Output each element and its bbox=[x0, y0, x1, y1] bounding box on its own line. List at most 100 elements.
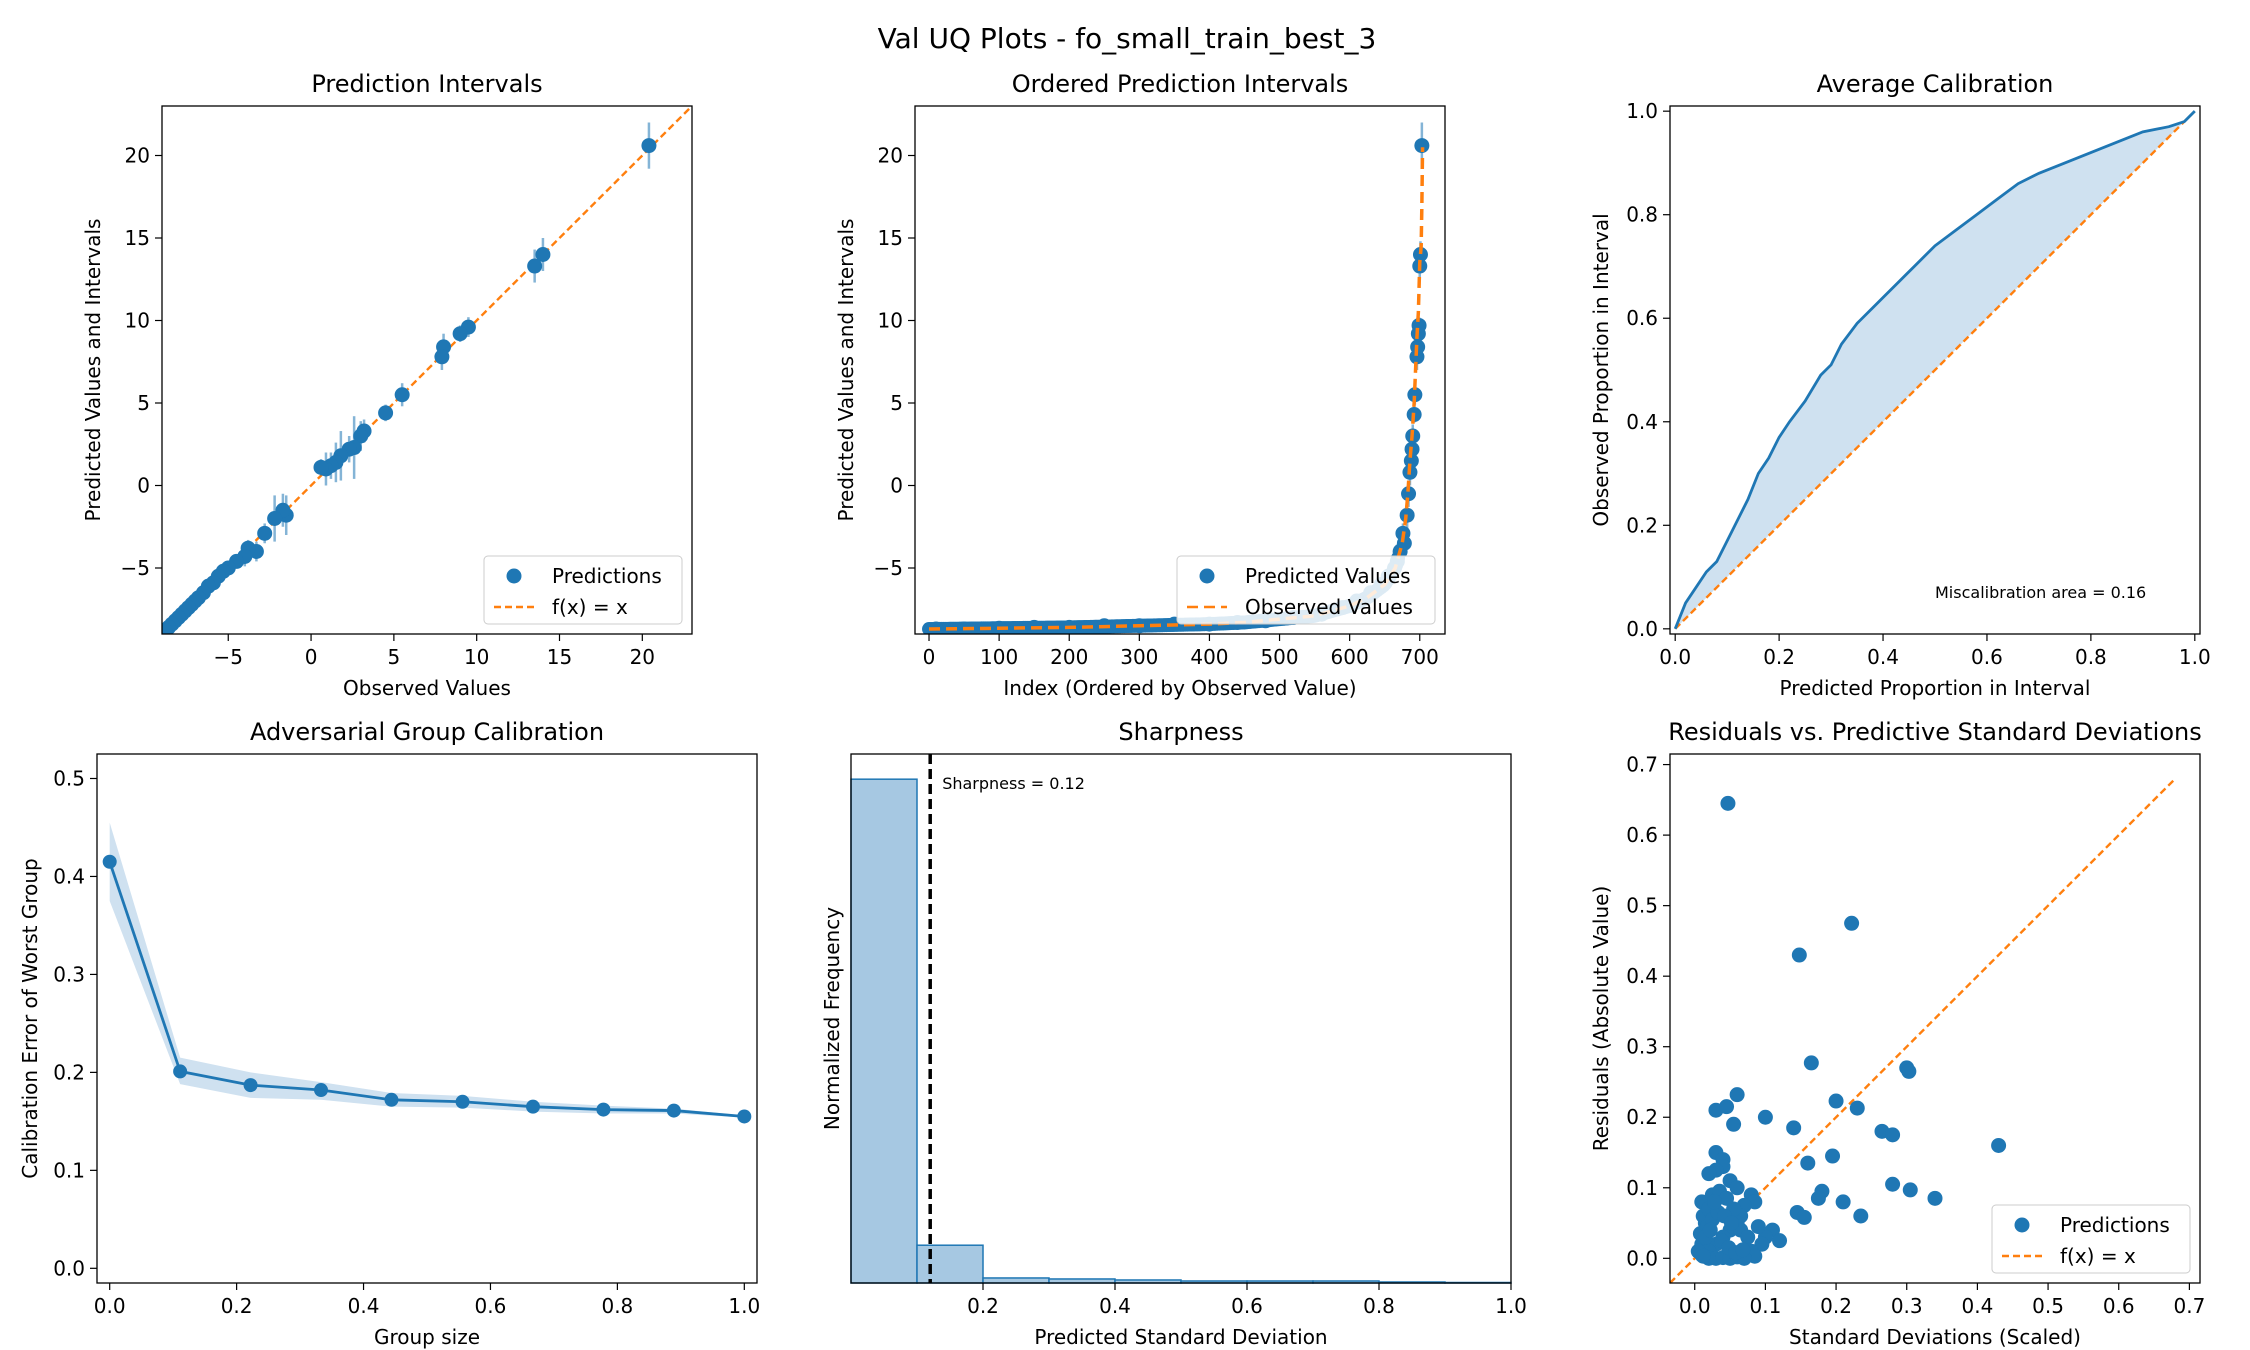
x-tick-label: 0.3 bbox=[1891, 1294, 1923, 1318]
prediction-point bbox=[527, 258, 543, 274]
y-tick-label: 0.3 bbox=[53, 962, 85, 986]
ideal-line bbox=[1674, 110, 2196, 630]
x-axis-label: Index (Ordered by Observed Value) bbox=[1003, 676, 1356, 700]
legend-label: f(x) = x bbox=[552, 595, 628, 619]
histogram-bar bbox=[850, 778, 918, 1284]
y-tick-label: 5 bbox=[137, 391, 150, 415]
y-tick-label: 1.0 bbox=[1626, 99, 1658, 123]
y-tick-label: 10 bbox=[878, 309, 903, 333]
residual-point bbox=[1927, 1190, 1943, 1206]
axes-frame bbox=[914, 105, 1446, 635]
y-tick-label: 0.4 bbox=[1626, 410, 1658, 434]
residual-point bbox=[1720, 795, 1736, 811]
x-tick-label: 0.0 bbox=[1659, 645, 1691, 669]
y-axis-label: Residuals (Absolute Value) bbox=[1589, 886, 1613, 1152]
residual-point bbox=[1901, 1063, 1917, 1079]
y-tick-label: 0 bbox=[890, 474, 903, 498]
panel-prediction-intervals: −5 0 5 10 15 20 −5 0 5 10 15 20 Prediction Intervals… bbox=[81, 70, 693, 700]
calibration-error-line bbox=[108, 861, 745, 1118]
residual-point bbox=[1825, 1148, 1841, 1164]
y-tick-label: 0.2 bbox=[1626, 1105, 1658, 1129]
miscalibration-annotation: Miscalibration area = 0.16 bbox=[1935, 583, 2146, 602]
panel-ordered-prediction-intervals: 0 100 200 300 400 500 600 700 −5 0 5 10 15 20 Ordered … bbox=[834, 70, 1446, 700]
residual-point bbox=[1757, 1109, 1773, 1125]
x-tick-label: 0.6 bbox=[2103, 1294, 2135, 1318]
x-tick-label: 700 bbox=[1401, 645, 1439, 669]
y-tick-label: 20 bbox=[878, 144, 903, 168]
x-tick-label: 100 bbox=[980, 645, 1018, 669]
residual-point bbox=[1803, 1055, 1819, 1071]
axes-frame bbox=[161, 105, 693, 635]
calibration-error-point bbox=[173, 1064, 188, 1079]
panel-title: Ordered Prediction Intervals bbox=[1012, 70, 1349, 98]
panel-adversarial-group-calibration: 0.0 0.2 0.4 0.6 0.8 1.0 0.0 0.1 0.2 0.3 0.4 0.5 Adve… bbox=[18, 718, 760, 1349]
prediction-point bbox=[378, 405, 394, 421]
x-tick-label: 0 bbox=[305, 645, 318, 669]
residual-point bbox=[1701, 1166, 1717, 1182]
plot-area bbox=[162, 106, 692, 634]
y-tick-label: 0.1 bbox=[53, 1158, 85, 1182]
x-tick-label: 0.4 bbox=[1961, 1294, 1993, 1318]
residual-point bbox=[1719, 1099, 1735, 1115]
x-tick-label: 0 bbox=[923, 645, 936, 669]
x-tick-label: 15 bbox=[547, 645, 572, 669]
residual-point bbox=[1796, 1209, 1812, 1225]
x-tick-label: 1.0 bbox=[728, 1294, 760, 1318]
x-tick-label: 300 bbox=[1120, 645, 1158, 669]
y-tick-label: −5 bbox=[121, 556, 150, 580]
x-tick-label: 0.4 bbox=[1867, 645, 1899, 669]
panel-title: Adversarial Group Calibration bbox=[250, 718, 604, 746]
axes-frame bbox=[850, 753, 1512, 1284]
y-tick-label: 0.4 bbox=[53, 864, 85, 888]
panel-average-calibration: Miscalibration area = 0.16 0.0 0.2 0.4 0.6 0.… bbox=[1589, 70, 2211, 700]
y-tick-label: 0.6 bbox=[1626, 306, 1658, 330]
residual-point bbox=[1740, 1229, 1756, 1245]
x-tick-label: 0.2 bbox=[1763, 645, 1795, 669]
y-tick-label: 0.2 bbox=[53, 1060, 85, 1084]
legend-label: Predicted Values bbox=[1245, 564, 1411, 588]
panel-title: Average Calibration bbox=[1817, 70, 2054, 98]
x-axis-label: Predicted Proportion in Interval bbox=[1780, 676, 2091, 700]
x-tick-label: 0.2 bbox=[967, 1294, 999, 1318]
y-tick-label: 0.1 bbox=[1626, 1176, 1658, 1200]
y-tick-label: 0.7 bbox=[1626, 753, 1658, 777]
residual-point bbox=[1750, 1219, 1766, 1235]
y-tick-label: 0.0 bbox=[53, 1256, 85, 1280]
x-tick-label: 1.0 bbox=[2179, 645, 2211, 669]
calibration-error-point bbox=[314, 1083, 329, 1098]
histogram-bar bbox=[916, 1244, 984, 1284]
x-tick-label: 0.8 bbox=[601, 1294, 633, 1318]
panel-title: Residuals vs. Predictive Standard Deviat… bbox=[1668, 718, 2202, 746]
x-tick-label: 400 bbox=[1190, 645, 1228, 669]
x-tick-label: 0.4 bbox=[348, 1294, 380, 1318]
residual-point bbox=[1810, 1190, 1826, 1206]
residual-point bbox=[1695, 1248, 1711, 1264]
x-tick-label: 5 bbox=[388, 645, 401, 669]
legend-label: Predictions bbox=[552, 564, 662, 588]
y-tick-label: 0.5 bbox=[53, 766, 85, 790]
y-axis-label: Normalized Frequency bbox=[820, 907, 844, 1130]
calibration-error-point bbox=[455, 1094, 470, 1109]
y-tick-label: 0.2 bbox=[1626, 513, 1658, 537]
x-tick-label: 0.6 bbox=[475, 1294, 507, 1318]
calibration-error-point bbox=[243, 1078, 258, 1093]
residual-point bbox=[1754, 1236, 1770, 1252]
panel-sharpness: Sharpness = 0.12 0.2 0.4 0.6 0.8 1.0 Sharpness… bbox=[820, 718, 1527, 1349]
residual-point bbox=[1902, 1182, 1918, 1198]
residual-point bbox=[1729, 1087, 1745, 1103]
panel-title: Sharpness bbox=[1118, 718, 1243, 746]
legend-marker bbox=[1199, 568, 1215, 584]
x-axis-label: Observed Values bbox=[343, 676, 511, 700]
predicted-point bbox=[1407, 387, 1423, 403]
x-axis-label: Group size bbox=[374, 1325, 480, 1349]
residual-point bbox=[1723, 1215, 1739, 1231]
y-tick-label: 15 bbox=[878, 226, 903, 250]
x-tick-label: 20 bbox=[630, 645, 655, 669]
x-tick-label: 0.5 bbox=[2032, 1294, 2064, 1318]
y-tick-label: 0.0 bbox=[1626, 1246, 1658, 1270]
axes-frame bbox=[1669, 105, 2201, 635]
residual-point bbox=[1772, 1233, 1788, 1249]
y-tick-label: 0.3 bbox=[1626, 1035, 1658, 1059]
prediction-point bbox=[394, 387, 410, 403]
